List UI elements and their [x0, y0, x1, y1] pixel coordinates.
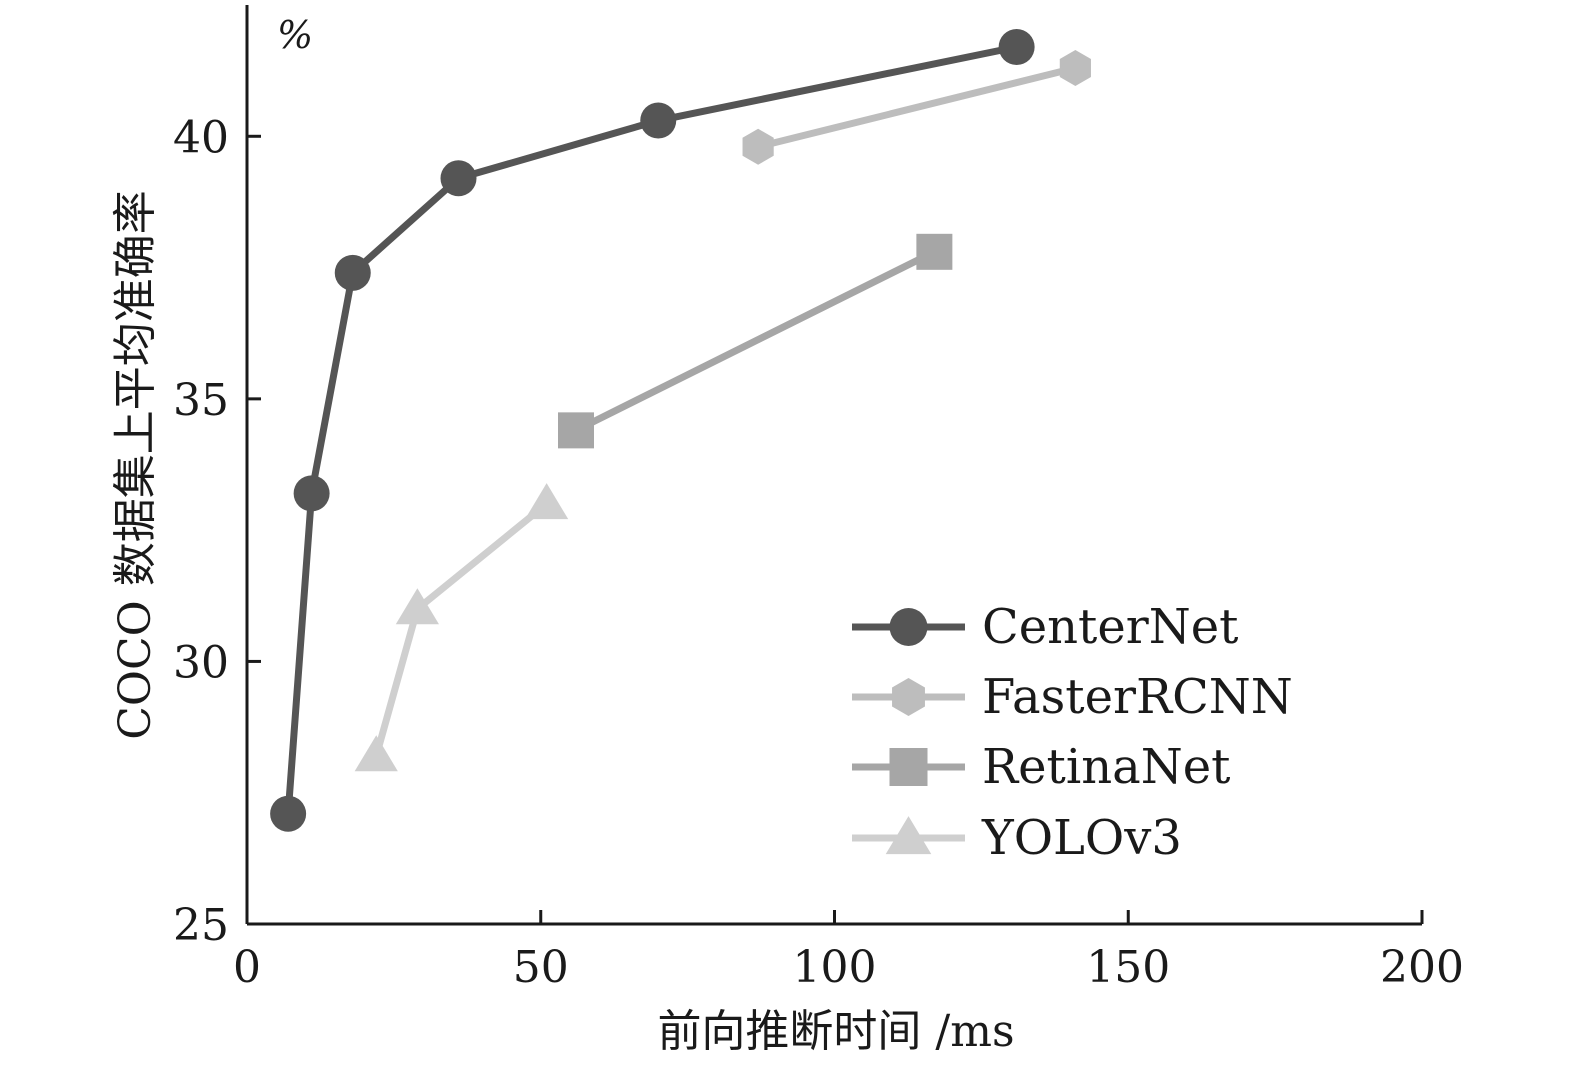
axes: [245, 5, 1422, 926]
y-tick-label: 30: [173, 637, 229, 688]
legend-label: YOLOv3: [981, 810, 1182, 866]
y-unit-label: %: [277, 13, 313, 57]
series-centernet: [270, 29, 1035, 832]
legend-label: RetinaNet: [982, 739, 1230, 795]
x-tick-label: 100: [793, 942, 877, 993]
y-tick-label: 35: [173, 375, 229, 426]
y-tick-label: 40: [173, 112, 229, 163]
data-point: [525, 483, 569, 520]
legend-label: FasterRCNN: [982, 669, 1293, 725]
x-tick-label: 0: [233, 942, 261, 993]
series-retinanet: [558, 233, 953, 449]
legend-marker: [889, 608, 928, 646]
series-layer: [270, 29, 1091, 832]
series-line: [372, 501, 549, 757]
data-point: [640, 102, 677, 139]
legend-marker: [889, 748, 928, 786]
data-point: [998, 29, 1035, 66]
x-ticks: 0 50 100 150 200: [233, 910, 1464, 993]
legend-label: CenterNet: [982, 599, 1238, 655]
data-point: [334, 254, 371, 291]
data-point: [354, 735, 398, 772]
data-point: [395, 588, 439, 625]
legend: CenterNet FasterRCNN RetinaNet YOLOv3: [852, 599, 1293, 866]
x-tick-label: 150: [1086, 942, 1170, 993]
series-yolov3: [354, 483, 569, 772]
y-axis-title: COCO 数据集上平均准确率: [110, 190, 161, 739]
x-axis-title: 前向推断时间 /ms: [657, 1006, 1014, 1057]
series-line: [574, 248, 936, 434]
data-point: [558, 412, 594, 449]
data-point: [916, 233, 953, 270]
series-fasterrcnn: [742, 50, 1091, 165]
data-point: [742, 128, 774, 165]
data-point: [440, 160, 477, 197]
data-point: [270, 795, 307, 832]
legend-item-retinanet: RetinaNet: [852, 739, 1230, 795]
legend-item-centernet: CenterNet: [852, 599, 1238, 655]
series-line: [757, 64, 1077, 151]
x-tick-label: 50: [513, 942, 569, 993]
legend-marker: [892, 678, 925, 716]
series-line: [284, 43, 1018, 814]
legend-marker: [885, 816, 932, 855]
data-point: [1059, 50, 1091, 87]
x-tick-label: 200: [1380, 942, 1464, 993]
legend-item-yolov3: YOLOv3: [852, 810, 1182, 866]
y-tick-label: 25: [173, 900, 229, 951]
y-ticks: 25 30 35 40: [173, 112, 261, 951]
legend-item-fasterrcnn: FasterRCNN: [852, 669, 1293, 725]
data-point: [293, 475, 330, 512]
